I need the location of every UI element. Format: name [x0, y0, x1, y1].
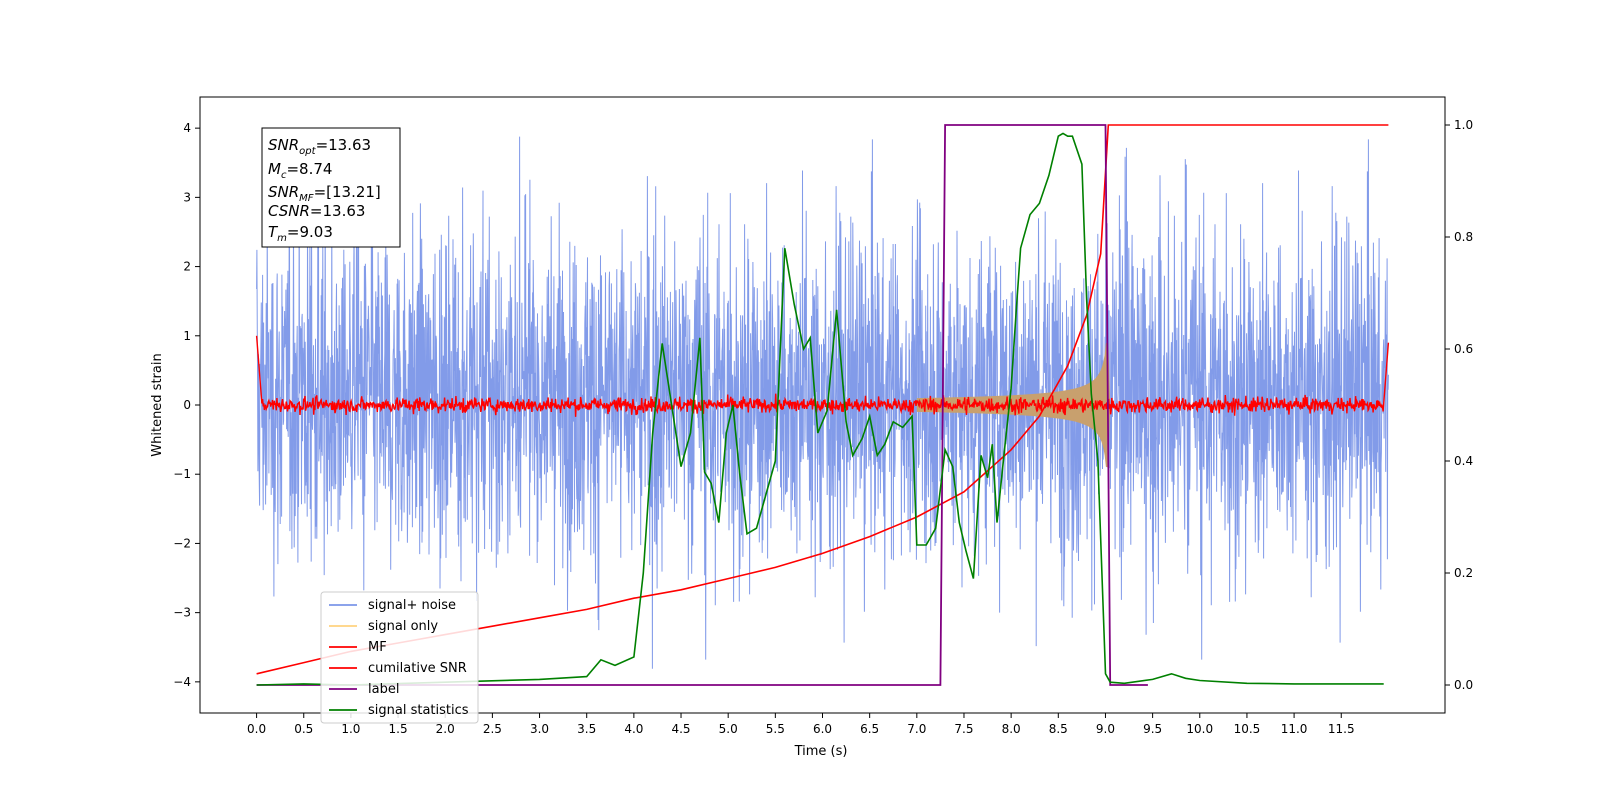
y-tick-label: 1 [183, 329, 191, 343]
x-tick-label: 7.0 [907, 722, 926, 736]
y2-axis-ticks: 0.0 0.2 0.4 0.6 0.8 1.0 [1445, 118, 1473, 692]
info-snr-mf: SNRMF=[13.21] [268, 183, 381, 204]
x-tick-label: 1.0 [341, 722, 360, 736]
y-tick-label: 2 [183, 260, 191, 274]
y2-tick-label: 0.2 [1454, 566, 1473, 580]
y-tick-label: −2 [173, 536, 191, 550]
y-tick-label: −1 [173, 467, 191, 481]
y-tick-label: −4 [173, 675, 191, 689]
y-tick-label: 3 [183, 190, 191, 204]
x-tick-label: 6.5 [860, 722, 879, 736]
signal-only-area [916, 342, 1111, 468]
y-tick-label: 0 [183, 398, 191, 412]
x-tick-label: 5.5 [766, 722, 785, 736]
info-csnr: CSNR=13.63 [268, 202, 365, 220]
legend-label: signal statistics [368, 703, 469, 718]
legend-label: signal only [368, 619, 438, 634]
snr-info-box: SNRopt=13.63 Mc=8.74 SNRMF=[13.21] CSNR=… [261, 127, 401, 248]
y-axis-label: Whitened strain [150, 353, 165, 456]
x-tick-label: 11.5 [1328, 722, 1355, 736]
x-tick-label: 0.0 [247, 722, 266, 736]
info-tm: Tm=9.03 [268, 223, 333, 244]
y-tick-label: −3 [173, 606, 191, 620]
x-tick-label: 4.0 [624, 722, 643, 736]
signal-plus-noise-line [256, 136, 1389, 669]
x-tick-label: 6.0 [813, 722, 832, 736]
y2-tick-label: 0.0 [1454, 678, 1473, 692]
x-axis-ticks: 0.0 0.5 1.0 1.5 2.0 2.5 3.0 3.5 4.0 4.5 5.0 5.5 6.0 6… [247, 713, 1355, 736]
x-tick-label: 1.5 [389, 722, 408, 736]
mf-line [255, 335, 1390, 417]
x-tick-label: 10.5 [1234, 722, 1261, 736]
x-tick-label: 3.5 [577, 722, 596, 736]
info-mc: Mc=8.74 [268, 160, 332, 181]
x-tick-label: 9.0 [1096, 722, 1115, 736]
x-tick-label: 7.5 [954, 722, 973, 736]
legend-label: label [368, 682, 399, 697]
y2-tick-label: 0.8 [1454, 230, 1473, 244]
signal-statistics-line [256, 132, 1384, 686]
x-tick-label: 8.0 [1002, 722, 1021, 736]
x-tick-label: 2.5 [483, 722, 502, 736]
y2-tick-label: 1.0 [1454, 118, 1473, 132]
y2-tick-label: 0.4 [1454, 454, 1473, 468]
x-tick-label: 0.5 [294, 722, 313, 736]
label-line [256, 124, 1148, 686]
x-tick-label: 3.0 [530, 722, 549, 736]
legend-label: MF [368, 640, 387, 655]
x-tick-label: 10.0 [1186, 722, 1213, 736]
y-axis-ticks: −4 −3 −2 −1 0 1 2 3 4 [173, 121, 200, 689]
x-tick-label: 4.5 [671, 722, 690, 736]
x-axis-label: Time (s) [794, 744, 848, 759]
legend-label: signal+ noise [368, 598, 456, 613]
legend-label: cumilative SNR [368, 661, 467, 676]
x-tick-label: 2.0 [436, 722, 455, 736]
x-tick-label: 9.5 [1143, 722, 1162, 736]
info-snr-opt: SNRopt=13.63 [268, 136, 371, 157]
legend: signal+ noise signal only MF cumilative SNR… [320, 591, 479, 724]
x-tick-label: 5.0 [719, 722, 738, 736]
y-tick-label: 4 [183, 121, 191, 135]
x-tick-label: 8.5 [1049, 722, 1068, 736]
y2-tick-label: 0.6 [1454, 342, 1473, 356]
x-tick-label: 11.0 [1281, 722, 1308, 736]
